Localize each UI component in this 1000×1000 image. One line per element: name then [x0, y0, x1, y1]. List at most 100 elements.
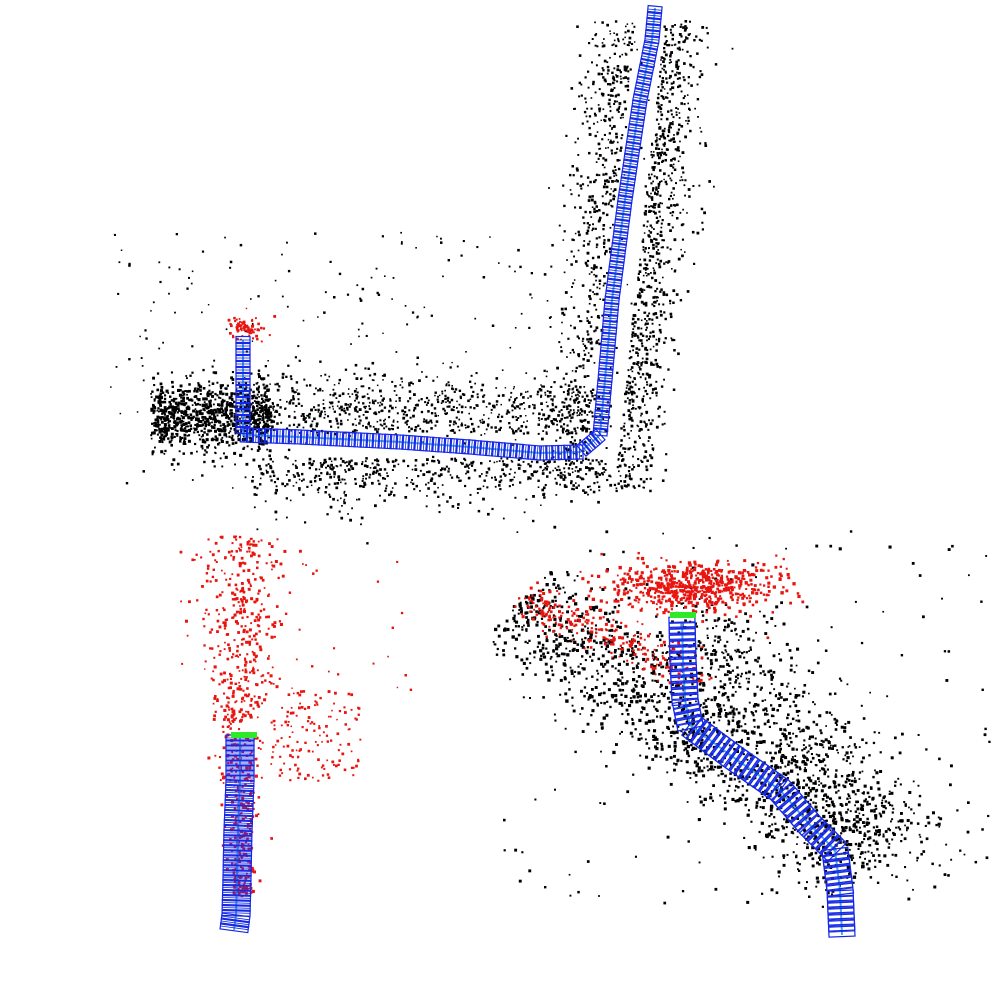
point — [613, 87, 616, 89]
point — [216, 419, 220, 423]
point — [446, 399, 449, 402]
point — [656, 137, 658, 139]
point — [264, 391, 267, 393]
point — [364, 407, 367, 410]
point — [239, 405, 243, 409]
point — [588, 428, 591, 430]
point — [281, 253, 283, 256]
point — [647, 373, 650, 377]
point — [155, 422, 157, 425]
point — [225, 328, 228, 331]
point — [603, 282, 606, 285]
point — [245, 386, 248, 389]
point — [257, 592, 260, 595]
point — [588, 42, 591, 45]
point — [596, 408, 599, 411]
point — [526, 390, 529, 393]
point — [248, 334, 251, 337]
point — [208, 415, 212, 419]
point — [340, 497, 342, 500]
point — [275, 518, 278, 521]
point — [249, 583, 252, 586]
point — [234, 441, 238, 445]
point — [630, 424, 634, 428]
point — [664, 88, 666, 90]
point — [243, 329, 246, 332]
point — [383, 427, 386, 430]
point — [169, 403, 172, 406]
point — [319, 462, 322, 464]
point — [513, 476, 516, 478]
point — [214, 447, 217, 449]
point — [581, 427, 584, 431]
point — [575, 366, 578, 370]
point — [434, 424, 437, 427]
point — [675, 111, 678, 114]
point — [559, 436, 562, 439]
point — [250, 751, 253, 754]
point — [621, 487, 624, 490]
point — [644, 404, 646, 406]
point — [643, 157, 646, 160]
point — [580, 320, 583, 323]
point — [648, 195, 651, 198]
point — [650, 196, 654, 199]
point — [251, 395, 254, 398]
point — [582, 343, 585, 345]
point — [379, 419, 382, 422]
point — [602, 298, 605, 301]
point — [235, 700, 238, 703]
point — [588, 468, 591, 472]
point — [346, 406, 349, 410]
point — [326, 379, 329, 382]
point — [713, 185, 715, 188]
point — [654, 191, 656, 194]
point — [582, 364, 585, 367]
point — [317, 411, 320, 413]
point — [229, 402, 232, 405]
point — [155, 395, 159, 399]
point — [614, 180, 616, 183]
point — [559, 475, 563, 479]
point — [539, 465, 542, 469]
point — [515, 397, 518, 399]
point — [612, 88, 614, 91]
point — [264, 679, 267, 682]
point — [624, 76, 627, 79]
point — [370, 276, 373, 279]
point — [235, 587, 238, 590]
point — [456, 475, 459, 477]
point — [480, 462, 483, 465]
point — [612, 76, 615, 80]
point — [214, 710, 217, 713]
point — [221, 591, 224, 594]
point — [271, 564, 274, 567]
point — [655, 252, 659, 255]
point — [413, 393, 416, 396]
point — [172, 413, 175, 416]
camera-keyframe-edge — [647, 8, 662, 11]
point — [245, 694, 249, 698]
camera-keyframe-edge — [645, 32, 660, 35]
point — [607, 146, 609, 149]
point — [425, 404, 428, 406]
point — [319, 360, 322, 363]
point — [404, 496, 408, 499]
point — [398, 397, 401, 400]
point — [380, 395, 383, 397]
point — [631, 380, 634, 383]
point — [439, 394, 441, 397]
point — [683, 184, 686, 187]
point — [161, 427, 164, 431]
point — [267, 426, 270, 428]
camera-keyframe-edge — [399, 434, 401, 450]
point — [633, 325, 636, 328]
point — [189, 427, 193, 430]
point — [677, 160, 680, 162]
point — [239, 611, 243, 615]
point — [391, 380, 394, 383]
point — [653, 271, 657, 275]
point — [408, 390, 412, 393]
point — [517, 428, 519, 431]
point — [533, 470, 537, 474]
